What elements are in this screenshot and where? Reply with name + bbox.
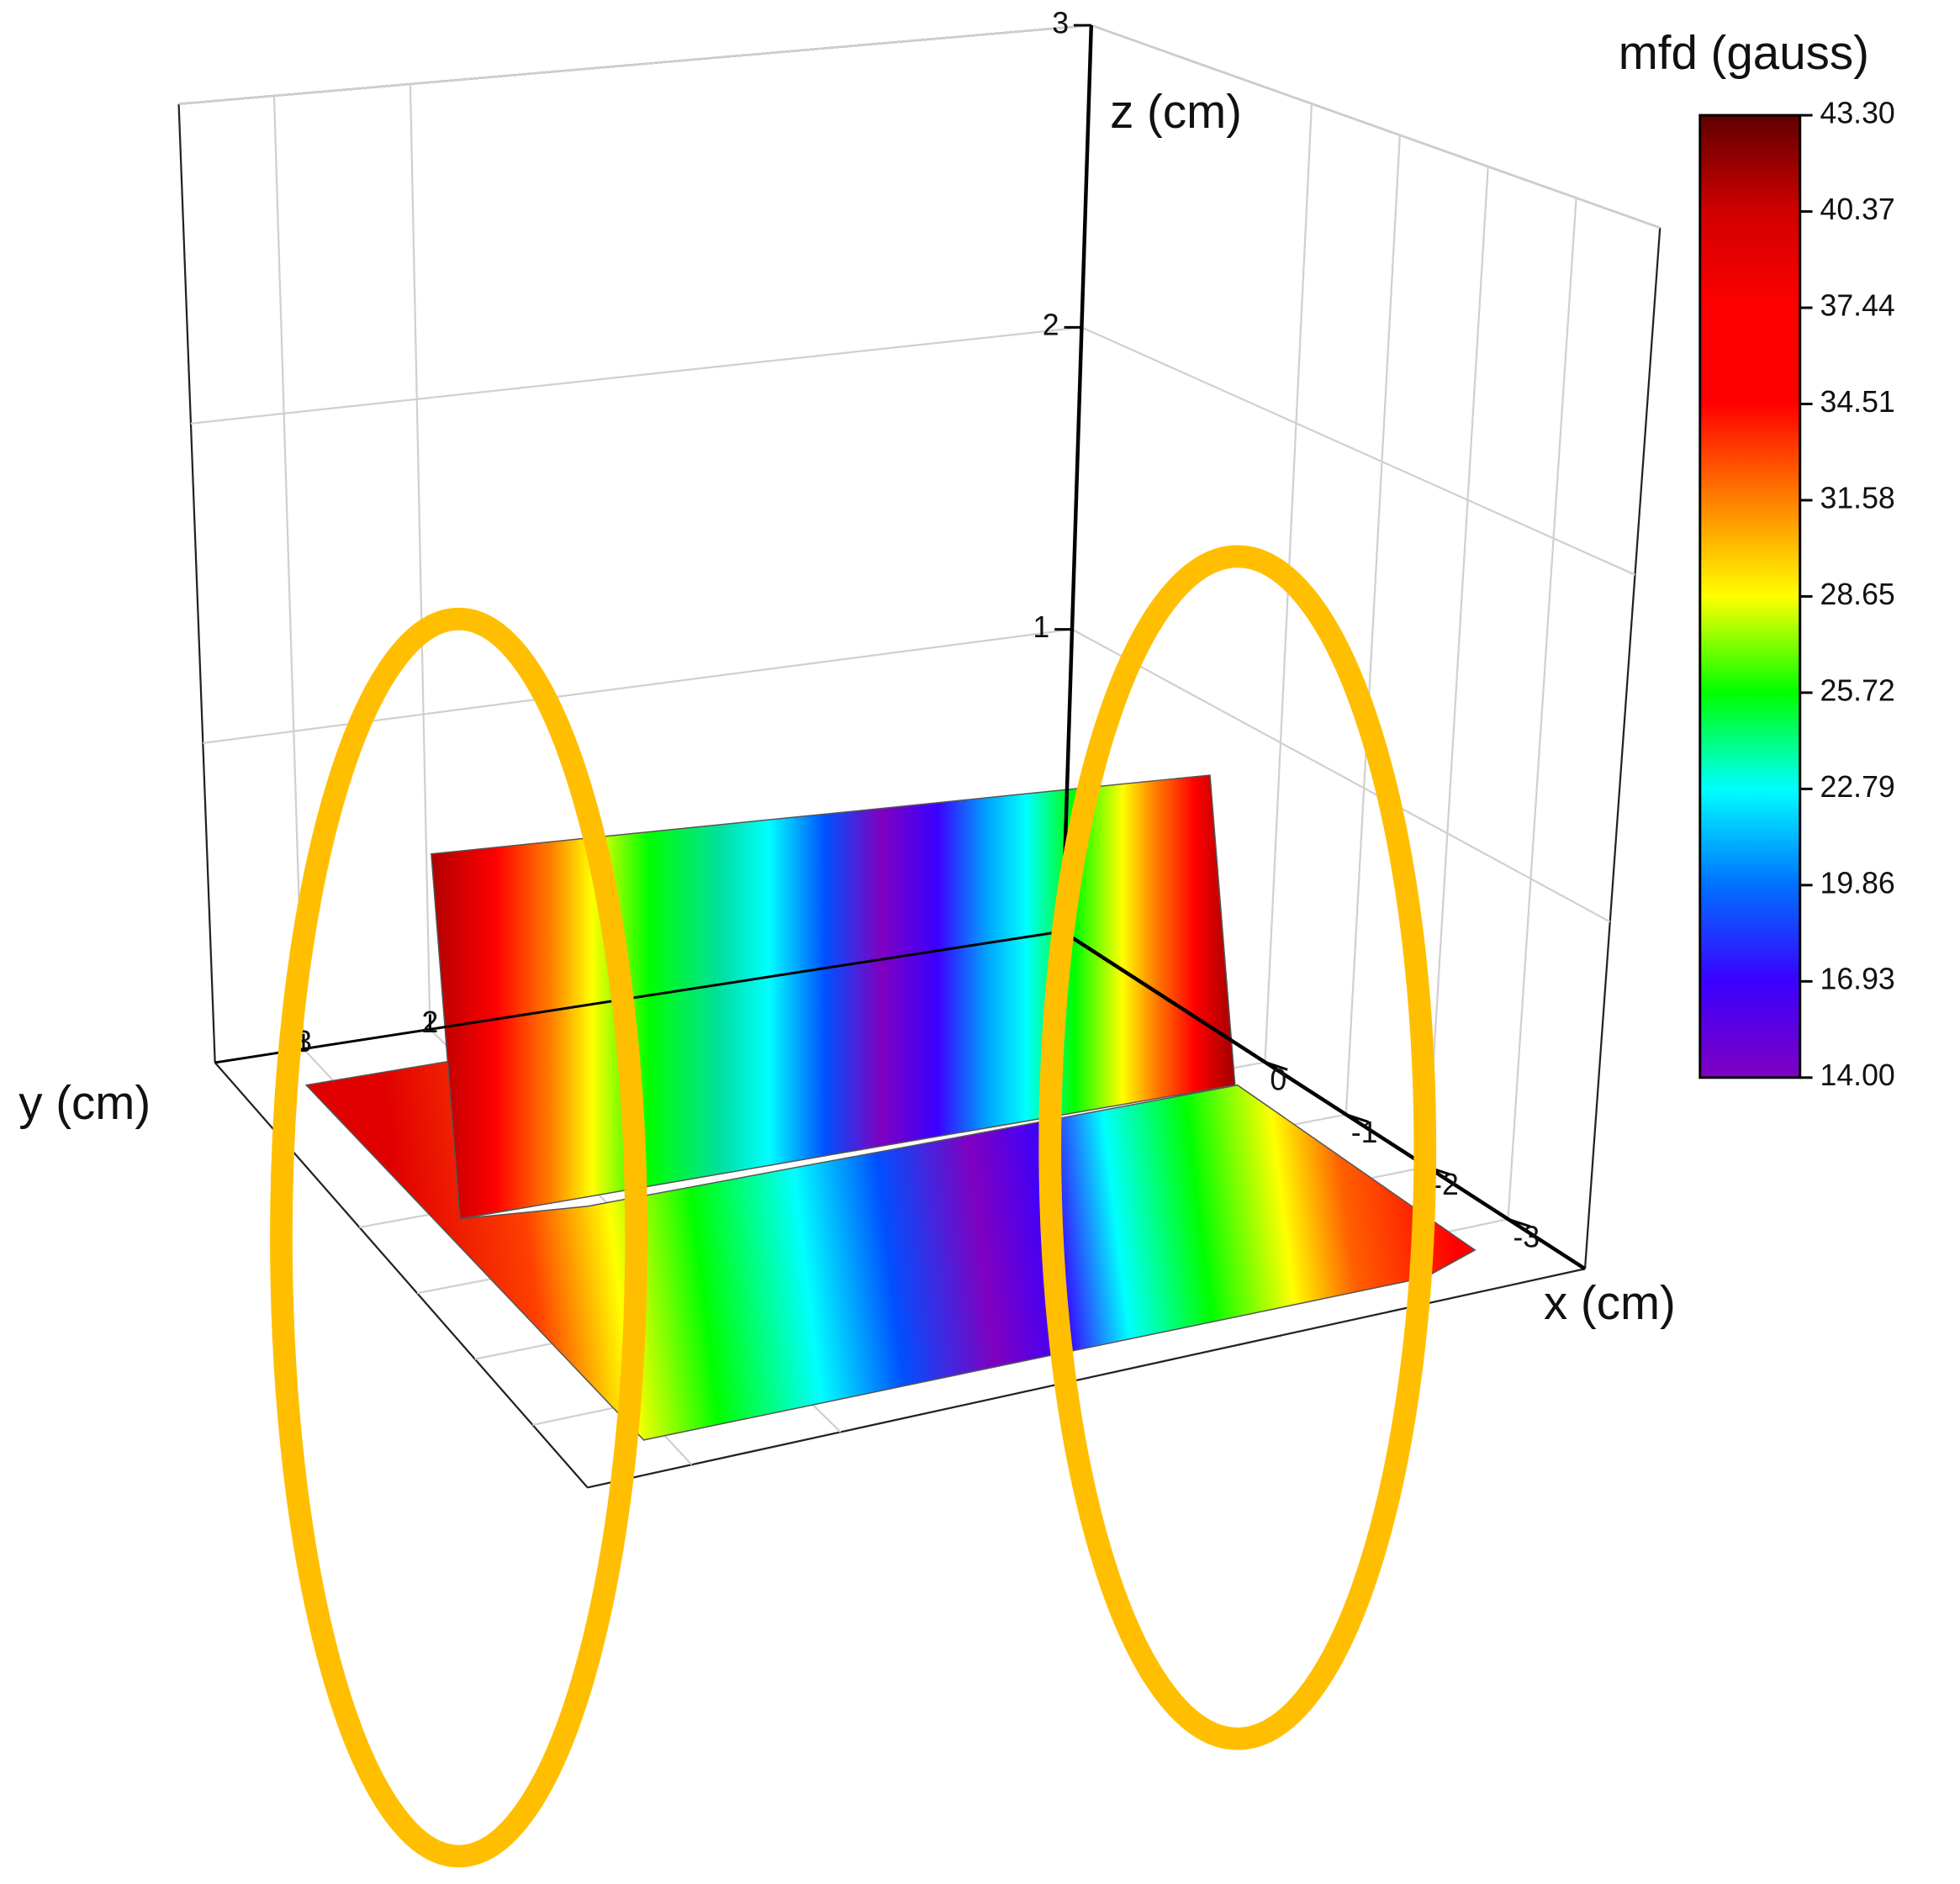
colorbar-tick-label: 14.00: [1820, 1058, 1894, 1092]
x-axis-label: x (cm): [1544, 1276, 1676, 1329]
grid-line: [1345, 135, 1401, 1115]
grid-line: [409, 83, 431, 1030]
z-axis-label: z (cm): [1110, 85, 1242, 138]
y-tick-label: 2: [422, 1005, 439, 1039]
grid-line: [190, 326, 1082, 425]
x-tick-label: -2: [1432, 1168, 1459, 1201]
colorbar-tick-label: 34.51: [1820, 385, 1894, 419]
colorbar-tick-label: 16.93: [1820, 963, 1894, 996]
z-tick-label: 2: [1043, 309, 1059, 342]
colorbar-tick-label: 19.86: [1820, 866, 1894, 900]
coil-right: [1038, 545, 1437, 1750]
x-tick: [1508, 1217, 1531, 1228]
grid-line: [1091, 24, 1661, 229]
colorbar-tick-label: 43.30: [1820, 97, 1894, 130]
z-tick-label: 3: [1052, 6, 1069, 40]
x-tick-label: -1: [1351, 1116, 1378, 1149]
y-axis: [214, 930, 1063, 1064]
colorbar-tick-label: 28.65: [1820, 578, 1894, 611]
z-tick-label: 1: [1033, 610, 1049, 644]
x-tick-label: -3: [1513, 1220, 1540, 1253]
z-axis: [1060, 25, 1094, 931]
x-axis: [1061, 929, 1587, 1271]
grid-line: [1426, 166, 1489, 1167]
grid-line: [203, 628, 1073, 744]
colorbar-tick-label: 37.44: [1820, 288, 1894, 322]
colorbar-tick-label: 25.72: [1820, 673, 1894, 707]
colorbar-title: mfd (gauss): [1619, 26, 1869, 79]
colorbar-scale: [1698, 113, 1802, 1079]
x-tick: [1345, 1113, 1370, 1123]
x-tick: [1264, 1061, 1288, 1071]
coil-left: [270, 607, 648, 1868]
colorbar: 14.00 16.93 19.86 22.79 25.72 28.65 31.58 34.51…: [1698, 97, 1895, 1092]
grid-line: [1507, 198, 1577, 1220]
grid-line: [1080, 326, 1635, 576]
box-edge: [177, 103, 216, 1063]
colorbar-tick-label: 31.58: [1820, 481, 1894, 515]
colorbar-tick-label: 22.79: [1820, 770, 1894, 804]
x-tick-label: 0: [1270, 1063, 1286, 1097]
grid-line: [272, 95, 305, 1049]
grid-line: [1071, 628, 1611, 923]
colorbar-tick-label: 40.37: [1820, 193, 1894, 226]
box-edge: [1583, 227, 1662, 1269]
grid-line: [178, 24, 1091, 105]
y-axis-label: y (cm): [18, 1076, 151, 1129]
